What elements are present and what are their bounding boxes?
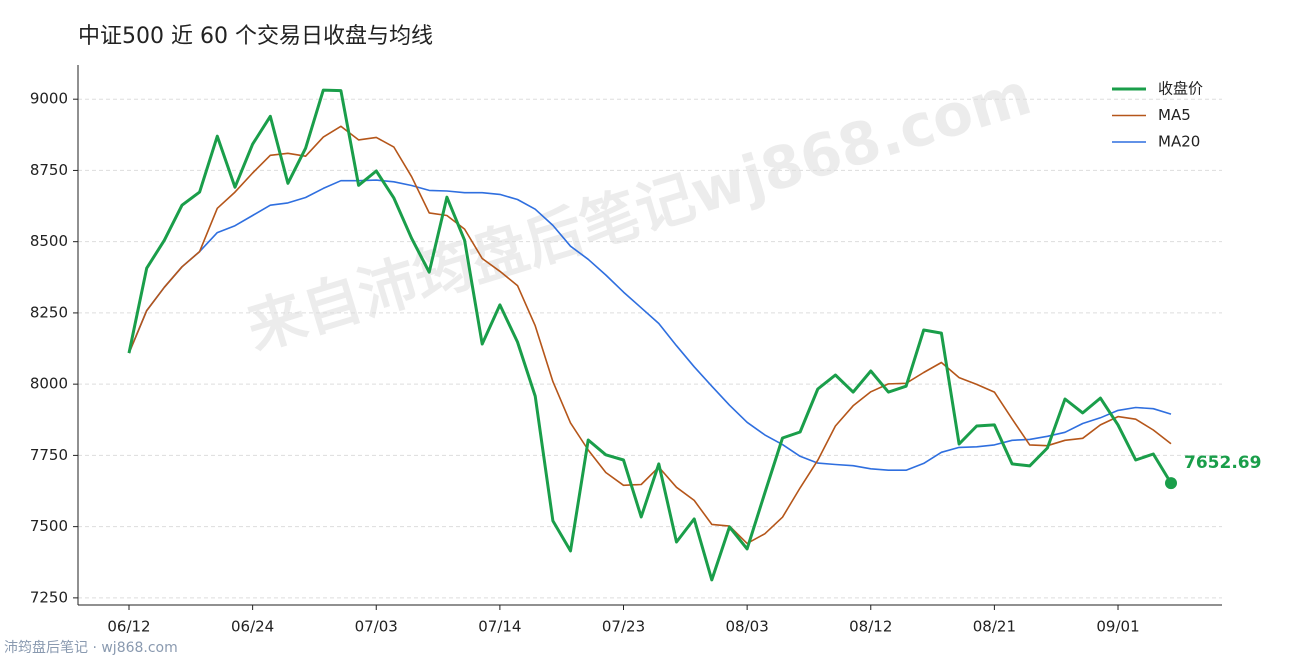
series-line bbox=[127, 88, 1173, 582]
x-tick-label: 08/03 bbox=[726, 618, 769, 636]
x-tick-label: 06/24 bbox=[231, 618, 274, 636]
x-tick-label: 07/03 bbox=[355, 618, 398, 636]
x-tick-label: 07/23 bbox=[602, 618, 645, 636]
x-tick-label: 07/14 bbox=[478, 618, 521, 636]
x-tick-label: 08/21 bbox=[973, 618, 1016, 636]
y-tick-label: 8000 bbox=[30, 375, 68, 393]
footer: 沛筠盘后笔记 · wj868.com bbox=[4, 639, 178, 656]
last-point bbox=[1165, 477, 1177, 490]
y-tick-label: 7250 bbox=[30, 588, 68, 606]
y-tick-label: 8750 bbox=[30, 161, 68, 179]
x-tick-label: 08/12 bbox=[849, 618, 892, 636]
x-tick-label: 09/01 bbox=[1096, 618, 1139, 636]
legend-label: MA20 bbox=[1158, 133, 1200, 151]
x-tick-label: 06/12 bbox=[107, 618, 150, 636]
y-tick-label: 7750 bbox=[30, 446, 68, 464]
y-tick-label: 7500 bbox=[30, 517, 68, 535]
last-value-label: 7652.69 bbox=[1184, 453, 1261, 473]
chart-title: 中证500 近 60 个交易日收盘与均线 bbox=[78, 24, 433, 49]
legend-label: 收盘价 bbox=[1158, 80, 1203, 98]
y-tick-label: 9000 bbox=[30, 90, 68, 108]
legend-label: MA5 bbox=[1158, 106, 1191, 124]
y-tick-label: 8500 bbox=[30, 232, 68, 250]
y-tick-label: 8250 bbox=[30, 303, 68, 321]
watermark: 来自沛筠盘后笔记wj868.com bbox=[239, 60, 1038, 363]
series-line bbox=[128, 179, 1172, 472]
